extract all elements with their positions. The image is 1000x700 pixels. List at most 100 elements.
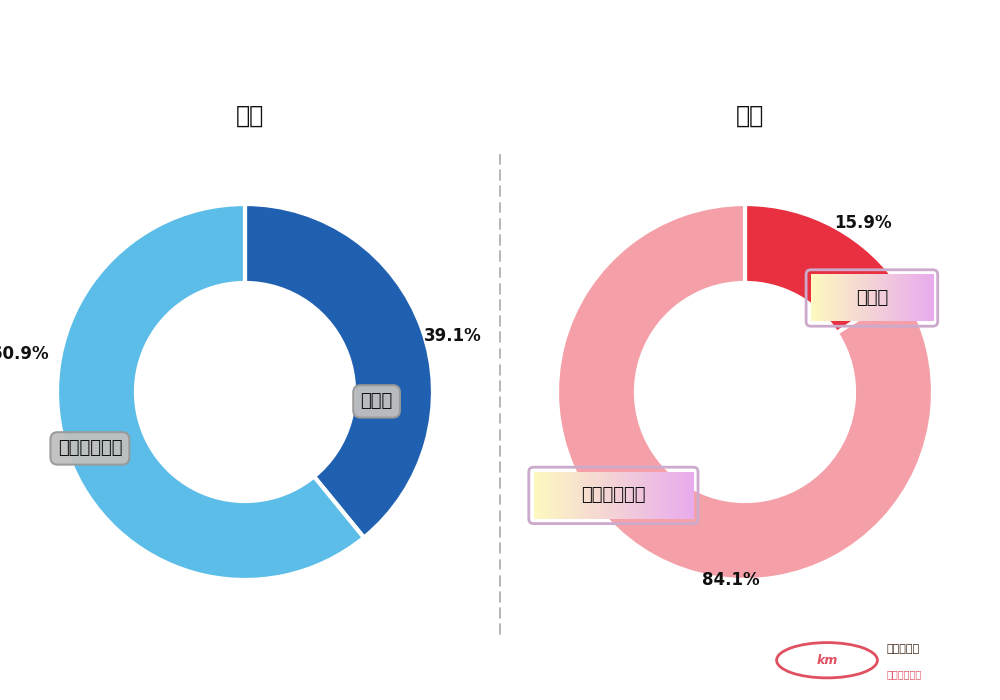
FancyBboxPatch shape: [901, 274, 905, 321]
FancyBboxPatch shape: [546, 472, 550, 519]
FancyBboxPatch shape: [633, 472, 637, 519]
FancyBboxPatch shape: [882, 274, 885, 321]
FancyBboxPatch shape: [578, 472, 582, 519]
FancyBboxPatch shape: [613, 472, 618, 519]
FancyBboxPatch shape: [617, 472, 621, 519]
FancyBboxPatch shape: [658, 472, 662, 519]
FancyBboxPatch shape: [828, 274, 831, 321]
FancyBboxPatch shape: [813, 274, 817, 321]
FancyBboxPatch shape: [887, 274, 890, 321]
FancyBboxPatch shape: [559, 472, 563, 519]
FancyBboxPatch shape: [855, 274, 858, 321]
FancyBboxPatch shape: [865, 274, 868, 321]
FancyBboxPatch shape: [835, 274, 839, 321]
FancyBboxPatch shape: [913, 274, 917, 321]
FancyBboxPatch shape: [821, 274, 824, 321]
FancyBboxPatch shape: [652, 472, 656, 519]
FancyBboxPatch shape: [665, 472, 669, 519]
FancyBboxPatch shape: [597, 472, 602, 519]
FancyBboxPatch shape: [626, 472, 630, 519]
FancyBboxPatch shape: [537, 472, 541, 519]
FancyBboxPatch shape: [671, 472, 675, 519]
FancyBboxPatch shape: [636, 472, 640, 519]
Text: 60.9%: 60.9%: [0, 345, 49, 363]
FancyBboxPatch shape: [931, 274, 934, 321]
FancyBboxPatch shape: [642, 472, 646, 519]
FancyBboxPatch shape: [894, 274, 897, 321]
FancyBboxPatch shape: [877, 274, 880, 321]
FancyBboxPatch shape: [569, 472, 573, 519]
FancyBboxPatch shape: [911, 274, 914, 321]
FancyBboxPatch shape: [825, 274, 829, 321]
Wedge shape: [245, 204, 433, 538]
FancyBboxPatch shape: [850, 274, 853, 321]
FancyBboxPatch shape: [816, 274, 819, 321]
FancyBboxPatch shape: [575, 472, 579, 519]
FancyBboxPatch shape: [572, 472, 576, 519]
FancyBboxPatch shape: [549, 472, 554, 519]
FancyBboxPatch shape: [869, 274, 873, 321]
FancyBboxPatch shape: [916, 274, 919, 321]
Text: 女性: 女性: [736, 104, 764, 127]
Text: バレていない: バレていない: [581, 486, 646, 505]
FancyBboxPatch shape: [591, 472, 595, 519]
FancyBboxPatch shape: [623, 472, 627, 519]
FancyBboxPatch shape: [818, 274, 822, 321]
FancyBboxPatch shape: [556, 472, 560, 519]
FancyBboxPatch shape: [645, 472, 649, 519]
FancyBboxPatch shape: [843, 274, 846, 321]
Text: バレた: バレた: [360, 393, 393, 410]
FancyBboxPatch shape: [879, 274, 883, 321]
FancyBboxPatch shape: [833, 274, 836, 321]
FancyBboxPatch shape: [687, 472, 691, 519]
FancyBboxPatch shape: [830, 274, 834, 321]
FancyBboxPatch shape: [884, 274, 888, 321]
Text: 15.9%: 15.9%: [834, 214, 891, 232]
FancyBboxPatch shape: [860, 274, 863, 321]
FancyBboxPatch shape: [867, 274, 870, 321]
FancyBboxPatch shape: [926, 274, 929, 321]
FancyBboxPatch shape: [534, 472, 538, 519]
FancyBboxPatch shape: [862, 274, 866, 321]
FancyBboxPatch shape: [562, 472, 566, 519]
Text: 既婚マッチ: 既婚マッチ: [886, 644, 920, 654]
Text: 39.1%: 39.1%: [424, 327, 481, 344]
FancyBboxPatch shape: [668, 472, 672, 519]
Wedge shape: [745, 204, 903, 333]
FancyBboxPatch shape: [543, 472, 547, 519]
Text: km: km: [816, 654, 838, 666]
FancyBboxPatch shape: [838, 274, 841, 321]
FancyBboxPatch shape: [585, 472, 589, 519]
FancyBboxPatch shape: [840, 274, 844, 321]
FancyBboxPatch shape: [581, 472, 586, 519]
FancyBboxPatch shape: [852, 274, 856, 321]
FancyBboxPatch shape: [661, 472, 665, 519]
FancyBboxPatch shape: [909, 274, 912, 321]
FancyBboxPatch shape: [677, 472, 681, 519]
Text: バレた: バレた: [856, 289, 888, 307]
FancyBboxPatch shape: [874, 274, 878, 321]
FancyBboxPatch shape: [540, 472, 544, 519]
Text: 浮気をしたことは、パートナーにバレましたか？: 浮気をしたことは、パートナーにバレましたか？: [317, 32, 683, 60]
Wedge shape: [57, 204, 364, 580]
FancyBboxPatch shape: [655, 472, 659, 519]
FancyBboxPatch shape: [918, 274, 922, 321]
FancyBboxPatch shape: [553, 472, 557, 519]
FancyBboxPatch shape: [620, 472, 624, 519]
FancyBboxPatch shape: [857, 274, 861, 321]
FancyBboxPatch shape: [607, 472, 611, 519]
FancyBboxPatch shape: [811, 274, 814, 321]
FancyBboxPatch shape: [923, 274, 927, 321]
FancyBboxPatch shape: [899, 274, 902, 321]
FancyBboxPatch shape: [921, 274, 924, 321]
FancyBboxPatch shape: [674, 472, 678, 519]
FancyBboxPatch shape: [565, 472, 570, 519]
Text: 84.1%: 84.1%: [702, 571, 760, 589]
FancyBboxPatch shape: [896, 274, 900, 321]
FancyBboxPatch shape: [906, 274, 910, 321]
FancyBboxPatch shape: [594, 472, 598, 519]
FancyBboxPatch shape: [604, 472, 608, 519]
Wedge shape: [557, 204, 933, 580]
FancyBboxPatch shape: [639, 472, 643, 519]
FancyBboxPatch shape: [928, 274, 931, 321]
